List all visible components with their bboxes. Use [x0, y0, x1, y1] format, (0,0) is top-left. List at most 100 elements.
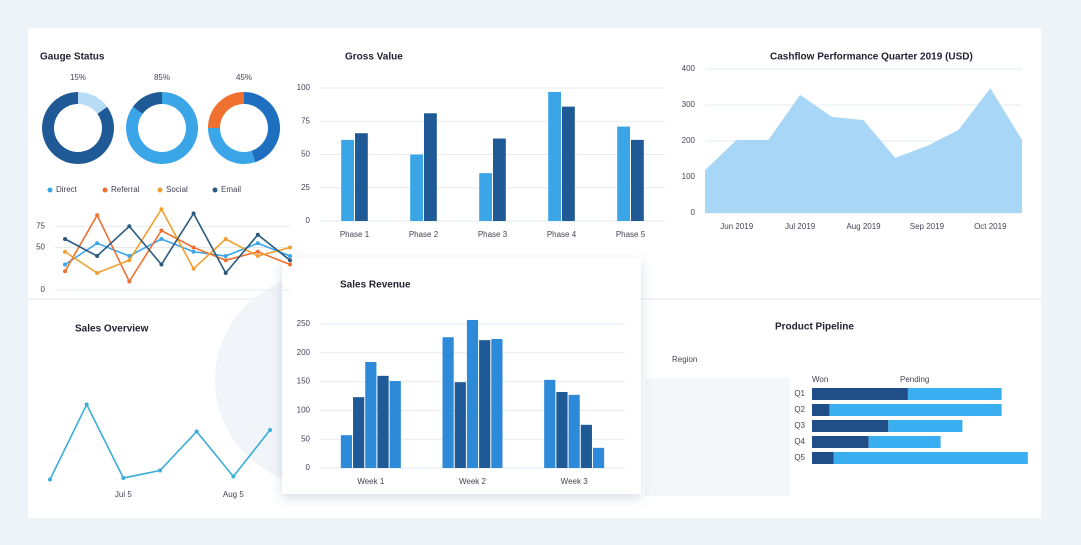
subtitle: Region	[672, 355, 697, 364]
legend-label: Pending	[900, 375, 929, 384]
bar	[491, 338, 503, 468]
bar	[888, 420, 963, 432]
point	[95, 254, 100, 258]
bar	[812, 452, 834, 464]
y-tick-label: 200	[297, 348, 311, 357]
y-tick-label: Q4	[794, 437, 805, 446]
donut-segment	[77, 92, 108, 115]
bar	[424, 113, 437, 221]
point	[48, 477, 52, 482]
point	[63, 237, 67, 241]
bar	[479, 340, 491, 468]
donut-segment	[132, 92, 163, 115]
y-tick-label: 0	[41, 285, 46, 294]
bar	[568, 394, 580, 468]
bar	[631, 139, 644, 221]
point	[255, 232, 260, 237]
point	[231, 474, 236, 479]
y-tick-label: 300	[682, 100, 696, 109]
point	[95, 241, 100, 246]
point	[63, 262, 67, 267]
y-tick-label: 75	[301, 116, 310, 125]
y-tick-label: 0	[306, 216, 311, 225]
y-tick-label: 100	[682, 172, 696, 181]
point	[95, 213, 100, 218]
x-tick-label: Phase 5	[616, 230, 646, 239]
point	[288, 254, 292, 258]
point	[121, 476, 126, 480]
bar	[340, 435, 353, 468]
y-tick-label: 25	[301, 183, 310, 192]
chart-title: Gross Value	[345, 52, 403, 63]
bar	[353, 397, 365, 468]
donut-label: 15%	[70, 73, 86, 82]
bar	[812, 388, 908, 400]
bar	[580, 424, 592, 468]
point	[255, 249, 260, 254]
point	[127, 254, 132, 258]
x-tick-label: Aug 5	[223, 490, 244, 499]
y-tick-label: 75	[36, 221, 45, 230]
point	[159, 228, 164, 233]
x-tick-label: Jul 5	[115, 490, 132, 499]
point	[288, 245, 292, 250]
bar	[442, 337, 454, 468]
point	[223, 254, 228, 258]
donut-label: 85%	[154, 73, 170, 82]
bar	[466, 319, 479, 468]
x-tick-label: Week 2	[459, 477, 487, 486]
point	[159, 237, 164, 241]
decor-grid	[645, 378, 790, 496]
y-tick-label: Q2	[794, 405, 805, 414]
bar	[868, 436, 941, 448]
bar	[812, 404, 830, 416]
donut-segment	[243, 92, 280, 163]
legend-label: Email	[221, 185, 241, 194]
point	[223, 237, 228, 241]
point	[159, 262, 164, 267]
bar	[365, 362, 377, 468]
point	[268, 428, 272, 432]
x-tick-label: Week 3	[561, 477, 589, 486]
legend-label: Direct	[56, 185, 78, 194]
legend-swatch	[157, 187, 163, 193]
x-tick-label: Jul 2019	[785, 222, 816, 231]
point	[127, 224, 132, 229]
point	[288, 258, 292, 263]
bar	[617, 126, 630, 221]
point	[255, 241, 260, 246]
y-tick-label: 200	[682, 136, 696, 145]
point	[159, 207, 164, 212]
legend-label: Referral	[111, 185, 140, 194]
x-tick-label: Phase 3	[478, 230, 508, 239]
x-tick-label: Phase 2	[409, 230, 439, 239]
area	[705, 88, 1022, 213]
bar	[548, 91, 561, 222]
legend-label: Social	[166, 185, 188, 194]
donut-segment	[126, 92, 198, 164]
bar	[389, 381, 401, 468]
chart-title: Sales Overview	[75, 324, 149, 335]
chart-title: Gauge Status	[40, 52, 105, 63]
donut-segment	[208, 127, 256, 164]
x-tick-label: Phase 1	[340, 230, 370, 239]
bar	[341, 139, 354, 221]
point	[194, 429, 199, 434]
y-tick-label: 250	[297, 319, 311, 328]
point	[95, 271, 100, 275]
point	[63, 249, 67, 254]
x-tick-label: Phase 4	[547, 230, 577, 239]
bar	[454, 382, 466, 468]
point	[223, 258, 228, 263]
legend-swatch	[212, 187, 218, 193]
y-tick-label: Q5	[794, 453, 805, 462]
donut-segment	[42, 92, 114, 164]
point	[191, 249, 196, 254]
point	[127, 258, 132, 263]
bar	[812, 436, 869, 448]
point	[127, 279, 132, 284]
point	[158, 468, 162, 473]
point	[191, 245, 196, 250]
bar	[812, 420, 889, 432]
